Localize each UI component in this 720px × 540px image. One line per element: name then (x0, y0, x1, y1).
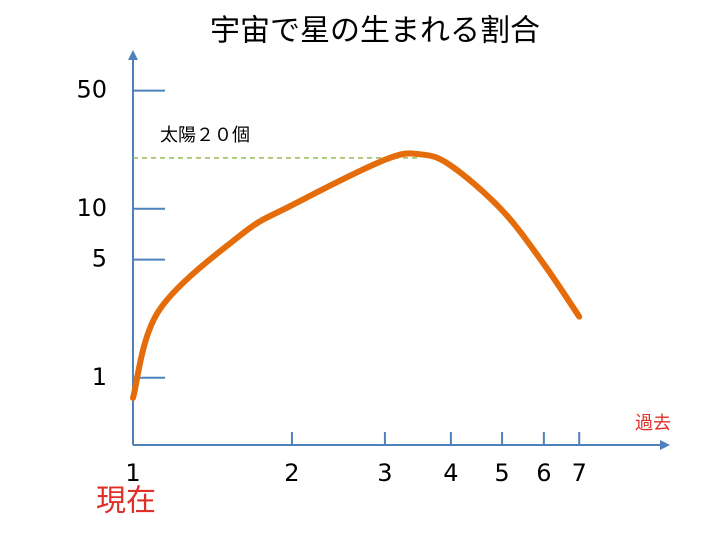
x-annotation: 現在 (96, 484, 156, 519)
x-tick-label: 5 (494, 459, 509, 487)
line-series (130, 150, 583, 401)
y-tick-label: 1 (92, 363, 107, 391)
x-axis-label: 過去 (635, 413, 671, 434)
x-axis-arrow (660, 440, 670, 450)
reference-label: 太陽２０個 (160, 125, 250, 146)
x-tick-label: 4 (443, 459, 458, 487)
x-tick-label: 6 (536, 459, 551, 487)
x-tick-label: 1 (125, 459, 140, 487)
y-tick-label: 50 (76, 76, 107, 104)
chart-title: 宇宙で星の生まれる割合 (210, 14, 540, 49)
y-tick-label: 10 (76, 194, 107, 222)
x-tick-label: 3 (377, 459, 392, 487)
y-axis-arrow (128, 50, 138, 60)
x-tick-label: 2 (284, 459, 299, 487)
x-tick-label: 7 (572, 459, 587, 487)
y-tick-label: 5 (92, 245, 107, 273)
